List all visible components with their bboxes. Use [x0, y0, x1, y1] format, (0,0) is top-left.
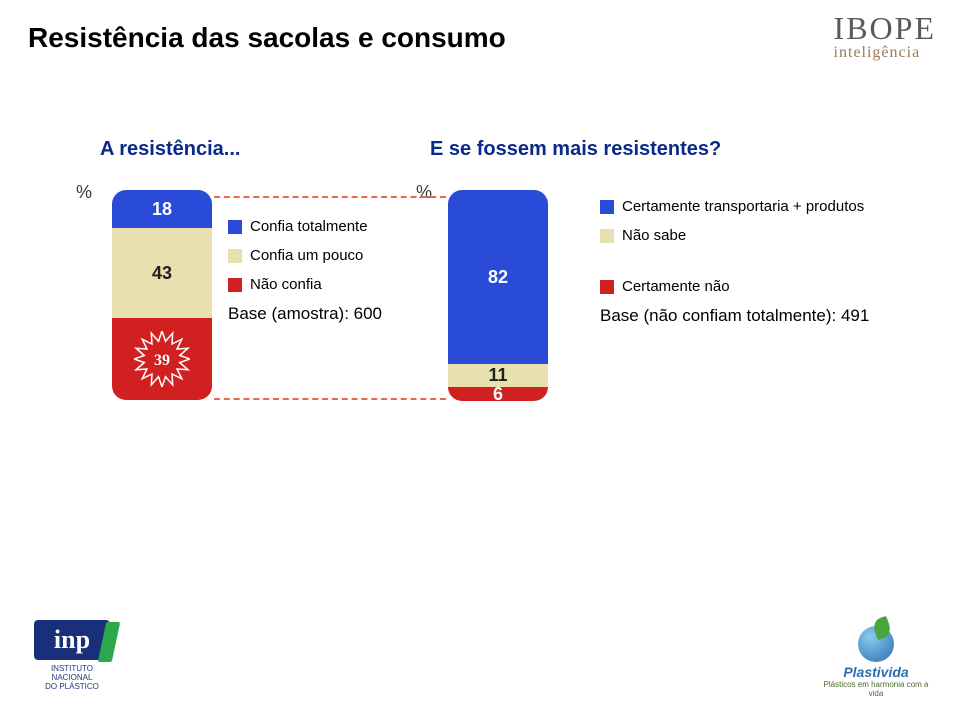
logo-inp-line3: DO PLÁSTICO	[45, 682, 99, 691]
legend-label: Certamente transportaria + produtos	[622, 198, 864, 217]
guide-line	[214, 398, 446, 400]
legend-swatch	[228, 278, 242, 292]
bar-segment: 39	[112, 318, 212, 400]
legend-swatch	[600, 200, 614, 214]
legend-label: Certamente não	[622, 278, 730, 297]
globe-icon	[858, 626, 894, 662]
bar-segment: 6	[448, 387, 548, 401]
legend-swatch	[228, 220, 242, 234]
percent-symbol-right: %	[416, 182, 432, 203]
guide-line	[214, 196, 446, 198]
subtitle-right: E se fossem mais resistentes?	[430, 138, 721, 161]
logo-plastivida-tag: Plásticos em harmonia com a vida	[816, 680, 936, 698]
legend-swatch	[228, 249, 242, 263]
bar-segment: 43	[112, 228, 212, 318]
legend-item: Confia totalmente	[228, 218, 382, 237]
legend-swatch	[600, 229, 614, 243]
legend-item: Certamente transportaria + produtos	[600, 198, 869, 217]
base-label: Base (amostra): 600	[228, 304, 382, 324]
logo-inp-box: inp	[34, 620, 110, 660]
logo-ibope-sub: inteligência	[834, 44, 936, 62]
percent-symbol-left: %	[76, 182, 92, 203]
bar-segment: 82	[448, 190, 548, 364]
chart-left: 18433939	[112, 190, 212, 400]
legend-right: Certamente transportaria + produtos Não s…	[600, 198, 869, 326]
legend-label: Não sabe	[622, 227, 686, 246]
base-label: Base (não confiam totalmente): 491	[600, 306, 869, 326]
logo-inp-line2: NACIONAL	[52, 673, 93, 682]
legend-left: Confia totalmente Confia um pouco Não conf…	[228, 218, 382, 324]
legend-item: Confia um pouco	[228, 247, 382, 266]
chart-right: 82116	[448, 190, 548, 401]
subtitle-left: A resistência...	[100, 138, 240, 161]
logo-plastivida-brand: Plastivida	[816, 664, 936, 680]
logo-plastivida: Plastivida Plásticos em harmonia com a v…	[816, 626, 936, 698]
legend-swatch	[600, 280, 614, 294]
page-title: Resistência das sacolas e consumo	[28, 22, 506, 54]
logo-ibope: IBOPE inteligência	[834, 12, 936, 62]
bar-segment: 18	[112, 190, 212, 228]
legend-label: Confia um pouco	[250, 247, 363, 266]
legend-item: Não sabe	[600, 227, 869, 246]
legend-item: Certamente não	[600, 278, 869, 297]
leaf-icon	[871, 616, 893, 640]
legend-label: Não confia	[250, 276, 322, 295]
legend-label: Confia totalmente	[250, 218, 368, 237]
legend-item: Não confia	[228, 276, 382, 295]
logo-ibope-text: IBOPE	[834, 12, 936, 44]
logo-inp-line1: INSTITUTO	[51, 664, 93, 673]
logo-inp: inp INSTITUTO NACIONAL DO PLÁSTICO	[24, 620, 120, 700]
